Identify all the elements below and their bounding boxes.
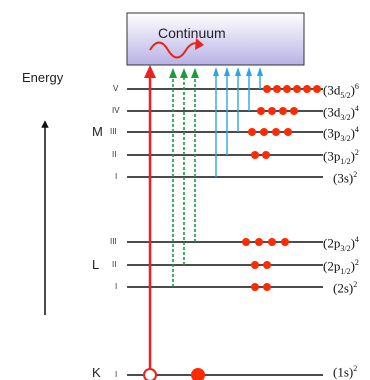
electron-dot (279, 107, 287, 115)
subshell-label: I (115, 172, 118, 181)
electron-dot (251, 261, 259, 269)
electrons (191, 85, 321, 380)
electron-dot (272, 128, 280, 136)
electron-dot (260, 128, 268, 136)
electron-dot (313, 85, 321, 93)
electron-dot (284, 128, 292, 136)
subshell-label: III (110, 237, 117, 246)
m-edge-arrows (215, 74, 261, 177)
orbital-label: (3p1/2)2 (323, 148, 359, 166)
electron-dot (283, 85, 291, 93)
orbital-label: (1s)2 (333, 364, 358, 380)
electron-dot (263, 283, 271, 291)
electron-dot (251, 151, 259, 159)
electron-dot (268, 107, 276, 115)
electron-dot (251, 283, 259, 291)
photoelectron-wave (149, 41, 199, 59)
shell-label-m: M (92, 124, 103, 139)
orbital-label: (2p3/2)4 (323, 235, 359, 253)
orbital-label: (3d5/2)6 (323, 82, 359, 100)
l-edge-arrowheads (169, 68, 199, 78)
orbital-label: (2s)2 (333, 280, 358, 296)
subshell-label: IV (112, 106, 120, 115)
level-lines (127, 88, 323, 376)
subshell-label: II (112, 150, 117, 159)
subshell-label: I (115, 282, 118, 291)
orbital-label: (3s)2 (333, 170, 358, 186)
electron-dot (262, 151, 270, 159)
electron-dot (273, 85, 281, 93)
shell-label-k: K (92, 365, 101, 380)
electron-dot (263, 261, 271, 269)
orbital-label: (3d3/2)4 (323, 104, 359, 122)
electron-dot (263, 85, 271, 93)
subshell-label: II (112, 260, 117, 269)
subshell-label: III (110, 127, 117, 136)
m-edge-arrowheads (213, 67, 263, 76)
electron-dot (255, 238, 263, 246)
electron-dot (303, 85, 311, 93)
shell-label-l: L (92, 257, 100, 272)
electron-dot (248, 128, 256, 136)
electron-dot (293, 85, 301, 93)
subshell-label: V (113, 84, 119, 93)
k-electron-dot (191, 368, 205, 380)
electron-dot (242, 238, 250, 246)
orbital-label: (2p1/2)2 (323, 258, 359, 276)
continuum-label: Continuum (158, 25, 226, 41)
continuum-box (126, 12, 305, 66)
energy-axis-label: Energy (22, 70, 64, 85)
electron-dot (290, 107, 298, 115)
electron-dot (268, 238, 276, 246)
k-core-hole (143, 368, 157, 380)
orbital-label: (3p3/2)4 (323, 125, 359, 143)
subshell-label: I (115, 370, 118, 379)
l-edge-arrows (172, 75, 196, 287)
electron-dot (257, 107, 265, 115)
k-edge-arrowhead (144, 65, 156, 78)
electron-dot (281, 238, 289, 246)
photoelectron-arrowhead (195, 38, 204, 50)
